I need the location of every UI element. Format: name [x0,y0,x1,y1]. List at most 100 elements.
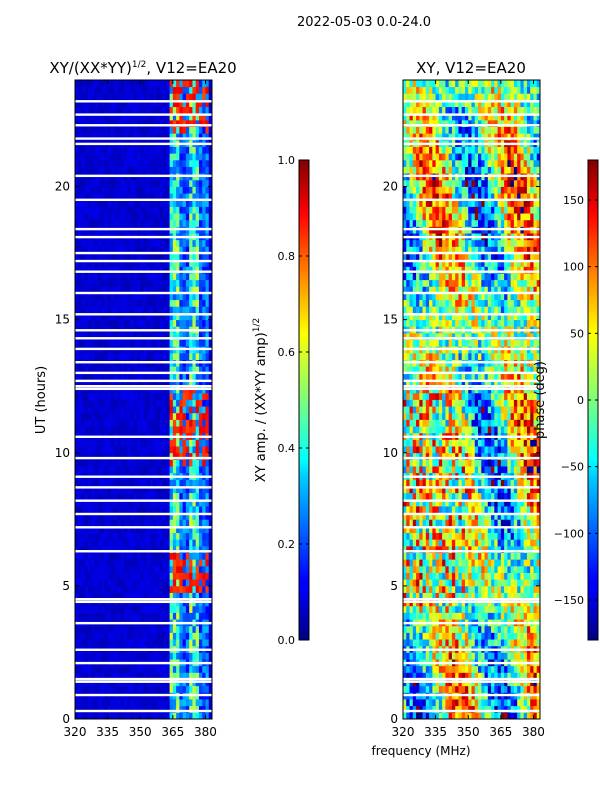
phase-cell [497,625,502,633]
phase-cell [461,672,466,680]
amp-cell [182,446,187,454]
amp-cell [123,339,128,347]
amp-cell [192,146,197,154]
amp-cell [169,213,174,221]
amp-cell [75,479,79,487]
amp-cell [136,146,141,154]
amp-cell [101,466,105,474]
amp-cell [88,519,92,527]
phase-cell [510,625,515,633]
phase-cell [478,632,482,640]
amp-cell [185,106,190,114]
amp-cell [75,452,79,460]
amp-cell [110,532,115,540]
amp-cell [136,506,141,514]
amp-cell [127,253,131,261]
amp-cell [179,466,184,474]
phase-cell [416,712,420,719]
amp-cell [130,106,135,114]
amp-cell [159,419,164,427]
amp-cell [192,293,197,301]
amp-cell [127,506,131,514]
amp-cell [150,106,154,114]
phase-cell [451,685,456,693]
amp-cell [169,665,174,673]
amp-cell [195,625,200,633]
amp-cell [91,499,95,507]
amp-cell [172,639,177,647]
amp-cell [133,246,138,254]
amp-cell [107,426,112,434]
phase-cell [432,672,437,680]
amp-cell [198,612,203,620]
amp-cell [176,372,180,380]
amp-cell [94,306,99,314]
phase-cell [419,612,423,620]
amp-cell [156,525,161,534]
amp-cell [189,639,193,647]
amp-cell [146,259,151,267]
amp-cell [101,80,105,88]
amp-cell [75,93,79,101]
amp-cell [179,559,184,567]
amp-cell [192,179,197,187]
figure-title: 2022-05-03 0.0-24.0 [297,15,431,30]
amp-cell [88,499,92,507]
amp-cell [117,439,122,447]
amp-cell [91,106,95,114]
phase-cell [412,712,417,719]
amp-cell [94,113,99,121]
amp-cell [150,186,154,194]
amp-cell [133,253,138,261]
amp-cell [117,545,122,553]
amp-cell [153,519,157,527]
amp-cell [133,266,138,274]
amp-cell [133,685,138,693]
phase-cell [468,685,472,693]
amp-cell [136,705,141,713]
phase-cell [520,699,525,707]
amp-cell [159,312,164,321]
phase-cell [451,639,456,647]
amp-cell [192,559,197,567]
amp-cell [75,159,79,167]
amp-cell [91,266,95,274]
amp-cell [140,352,144,360]
amp-cell [150,426,154,434]
amp-cell [91,366,95,374]
amp-cell [189,625,193,633]
amp-cell [166,539,170,547]
phase-cell [442,639,446,647]
amp-cell [189,86,193,94]
amp-cell [202,392,206,400]
amp-cell [84,439,89,447]
amp-cell [107,406,112,414]
amp-cell [195,519,200,527]
amp-cell [75,299,79,307]
amp-cell [104,213,109,221]
amp-cell [140,466,144,474]
amp-cell [104,193,109,201]
amp-cell [107,312,112,321]
amp-cell [189,259,193,267]
phase-cell [484,699,489,707]
phase-cell [403,625,407,633]
amp-cell [127,153,131,161]
amp-cell [185,652,190,660]
phase-cell [510,665,515,673]
amp-cell [94,219,99,227]
amp-cell [153,399,157,407]
amp-cell [150,99,154,108]
amp-cell [166,332,170,340]
amp-cell [78,685,82,693]
amp-cell [101,193,105,201]
phase-cell [536,612,540,620]
amp-cell [114,253,118,261]
amp-cell [169,159,174,167]
amp-cell [179,459,184,467]
amp-cell [150,605,154,613]
amp-cell [110,273,115,281]
amp-cell [179,153,184,161]
amp-cell [120,652,125,660]
amp-cell [166,286,170,294]
